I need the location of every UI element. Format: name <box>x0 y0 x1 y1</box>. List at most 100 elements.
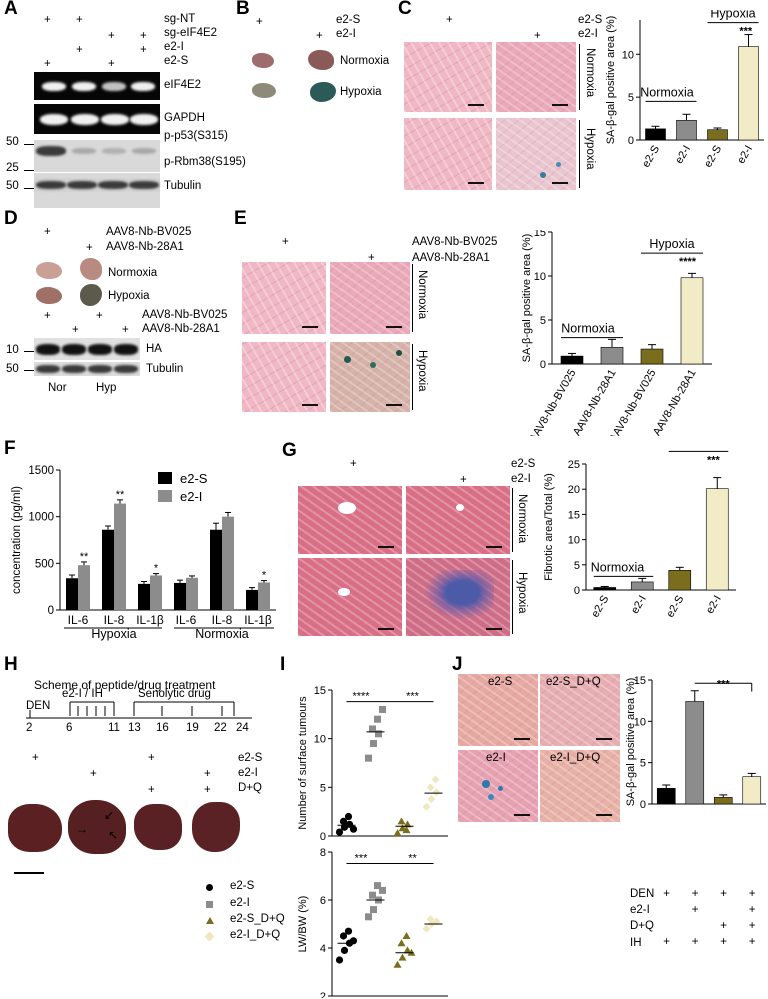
y-tick-label: 5 <box>540 315 546 327</box>
plus-mark: + <box>108 30 115 42</box>
group-label-hyp: Hyp <box>96 382 117 394</box>
liver-sample <box>80 258 102 280</box>
group-label: Normoxia <box>561 322 615 336</box>
data-point <box>344 812 353 821</box>
treatment-timeline <box>26 701 252 719</box>
legend-swatch <box>158 490 172 502</box>
data-point <box>374 715 381 723</box>
row-label-dq: D+Q <box>630 920 654 932</box>
legend-label: e2-S_D+Q <box>230 913 285 925</box>
plus-mark: + <box>44 58 51 70</box>
histology-image <box>458 750 538 822</box>
bar <box>600 346 624 365</box>
histology-image <box>406 558 510 636</box>
y-tick-label: 20 <box>568 484 580 496</box>
significance: ** <box>408 853 417 865</box>
panel-letter-j: J <box>452 654 463 675</box>
cond-label-e2-s: e2-S <box>578 14 603 26</box>
bar <box>66 578 78 610</box>
y-tick-label: 15 <box>634 675 646 687</box>
y-axis-label: concentration (pg/ml) <box>11 486 23 594</box>
data-point <box>379 886 386 894</box>
y-tick-label: 0 <box>540 359 546 371</box>
blot-eif4e2 <box>34 72 160 100</box>
plus-mark: + <box>140 30 147 42</box>
significance: **** <box>679 256 697 268</box>
data-point <box>335 956 344 964</box>
plus-mark: + <box>720 936 727 948</box>
liver-sample <box>80 284 102 306</box>
panel-letter-a: A <box>4 0 18 19</box>
blot-label-tubulin: Tubulin <box>146 363 184 375</box>
data-point <box>422 802 431 811</box>
y-tick-label: 500 <box>35 558 54 570</box>
row-label-hypoxia: Hypoxia <box>340 86 382 98</box>
data-point <box>335 828 344 836</box>
side-label-hypoxia: Hypoxia <box>516 572 528 614</box>
y-tick-label: 15 <box>568 509 580 521</box>
plus-mark: + <box>446 14 453 26</box>
significance: * <box>262 570 267 582</box>
tick: 22 <box>214 722 227 734</box>
x-tick-label: AAV8-Nb-BV025 <box>527 368 578 437</box>
blot-label-p-rbm38: p-Rbm38(S195) <box>164 156 246 168</box>
cond-label-28a1: AAV8-Nb-28A1 <box>106 241 184 253</box>
data-point <box>397 817 406 825</box>
image-label: e2-I <box>486 752 506 764</box>
liver-photo <box>8 804 62 852</box>
y-tick-label: 4 <box>320 943 326 955</box>
bar <box>150 575 162 610</box>
x-tick-label: IL-6 <box>176 613 197 627</box>
cond-label-e2-i: e2-I <box>578 28 598 40</box>
x-tick-label: IL-8 <box>212 613 233 627</box>
x-tick-label: AAV8-Nb-28A1 <box>571 368 619 437</box>
plus-mark: + <box>748 920 756 932</box>
legend-label: e2-S <box>230 880 255 892</box>
x-tick-label: e2-I <box>704 594 724 616</box>
x-tick-label: e2-S <box>640 144 662 170</box>
significance: *** <box>739 26 753 38</box>
histology-image <box>330 262 410 334</box>
x-tick-label: IL-1β <box>244 613 272 627</box>
bar <box>593 587 617 591</box>
y-tick-label: 15 <box>314 685 326 697</box>
blot-label-p-p53: p-p53(S315) <box>164 130 228 142</box>
data-point <box>398 953 407 961</box>
tick: 11 <box>108 722 120 734</box>
liver-photo <box>192 802 240 852</box>
tick: 6 <box>66 722 73 734</box>
liver-photo: ↙ → ↖ <box>68 800 126 854</box>
y-tick-label: 1500 <box>28 465 54 477</box>
row-label-sg-nt: sg-NT <box>164 13 196 25</box>
cond-label-e2-i: e2-I <box>511 473 531 485</box>
blot-gapdh <box>34 104 160 134</box>
histology-image <box>242 262 326 334</box>
bar <box>174 582 186 610</box>
cond-label-e2-s: e2-S <box>511 458 536 470</box>
data-point <box>403 820 412 828</box>
chart-g: 0 5 10 15 20 25 Fibrotic area/Total (%) e2-S e2-… <box>543 450 736 620</box>
scale-bar <box>14 872 44 874</box>
legend-marker-triangle <box>206 917 214 924</box>
data-point <box>375 730 382 738</box>
histology-image <box>496 118 576 190</box>
plus-mark: + <box>96 310 103 322</box>
bar <box>742 776 762 805</box>
data-point <box>374 882 381 890</box>
mw-marker: 10 <box>6 344 19 356</box>
plus-mark: + <box>748 936 756 948</box>
mw-marker: 50 <box>6 136 19 148</box>
plus-mark: + <box>140 44 147 56</box>
significance: **** <box>352 691 370 703</box>
data-point <box>397 939 406 947</box>
side-label-hypoxia: Hypoxia <box>416 350 428 392</box>
data-point <box>393 829 402 837</box>
y-tick-label: 8 <box>320 847 326 859</box>
tick: 19 <box>186 722 199 734</box>
y-tick-label: 0 <box>48 605 54 617</box>
plus-mark: + <box>720 888 727 900</box>
cond-label-bv025: AAV8-Nb-BV025 <box>142 309 228 321</box>
plus-mark: + <box>691 904 699 916</box>
